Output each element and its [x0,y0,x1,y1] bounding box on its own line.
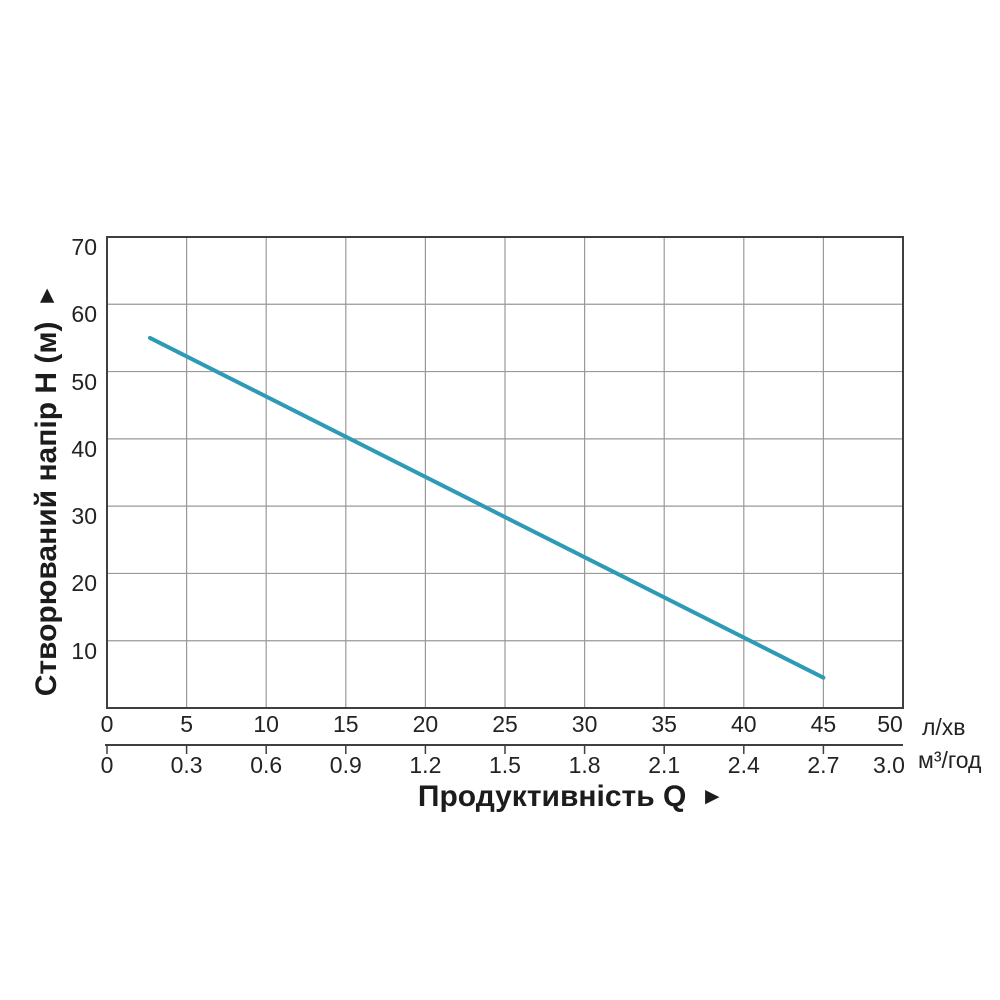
x-primary-tick-label: 40 [731,711,757,737]
plot-border [106,236,904,709]
x-axis-secondary-unit-label: м³/год [918,747,982,773]
x-secondary-tick-label: 3.0 [873,752,905,778]
x-secondary-tick-label: 1.8 [568,752,601,778]
x-primary-tick-label: 15 [333,711,359,737]
y-tick-label: 20 [71,570,97,597]
y-tick-label: 50 [71,368,97,395]
x-primary-tick-label: 35 [651,711,677,737]
x-secondary-tick-label: 1.5 [489,752,521,778]
x-secondary-tick-label: 0.9 [329,752,362,778]
x-primary-tick-label: 25 [492,711,518,737]
pump-curve-pump-head-curve [147,335,826,680]
y-tick-label: 30 [71,503,97,530]
y-tick-label: 10 [71,637,97,664]
y-axis-title-text: Створюваний напір H (м) [30,321,63,697]
x-primary-tick-label: 5 [180,711,193,737]
x-primary-tick-label: 50 [877,711,903,737]
x-secondary-tick-label: 2.1 [648,752,681,778]
x-axis-arrow-icon: ► [700,783,725,810]
x-secondary-tick-label: 1.2 [409,752,442,778]
x-secondary-tick-label: 0.3 [170,752,203,778]
y-tick-label: 60 [71,301,97,328]
x-primary-tick-label: 10 [253,711,279,737]
y-axis-title: Створюваний напір H (м) ► [29,284,67,697]
y-tick-label: 70 [71,234,97,260]
x-secondary-tick-label: 0.6 [250,752,283,778]
x-secondary-tick-label: 2.4 [727,752,760,778]
x-secondary-tick-label: 0 [100,752,114,778]
x-primary-tick-label: 45 [810,711,837,737]
x-secondary-tick-label: 2.7 [807,752,840,778]
x-axis-primary-unit-label: л/хв [922,714,966,740]
x-axis-title: Продуктивність Q ► [300,779,842,817]
x-primary-tick-label: 20 [412,711,439,737]
x-primary-tick-label: 0 [100,711,114,737]
y-axis-arrow-icon: ► [33,283,60,308]
x-primary-tick-label: 30 [571,711,598,737]
x-axis-title-text: Продуктивність Q [417,780,687,813]
y-tick-label: 40 [71,435,97,462]
